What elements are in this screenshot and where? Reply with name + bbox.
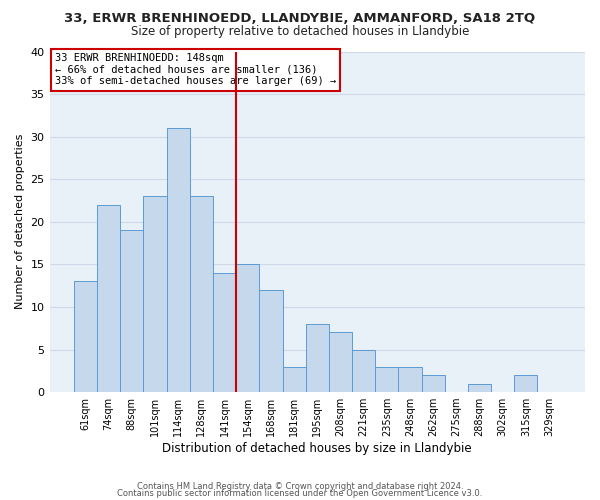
Bar [305,324,329,392]
Bar [398,366,422,392]
Text: Size of property relative to detached houses in Llandybie: Size of property relative to detached ho… [131,25,469,38]
X-axis label: Distribution of detached houses by size in Llandybie: Distribution of detached houses by size … [163,442,472,455]
Bar [74,282,97,392]
Bar [97,205,120,392]
Bar [468,384,491,392]
Bar [514,375,538,392]
Bar [167,128,190,392]
Bar [259,290,283,392]
Bar [143,196,167,392]
Bar [329,332,352,392]
Bar [283,366,305,392]
Bar [422,375,445,392]
Bar [375,366,398,392]
Text: 33, ERWR BRENHINOEDD, LLANDYBIE, AMMANFORD, SA18 2TQ: 33, ERWR BRENHINOEDD, LLANDYBIE, AMMANFO… [64,12,536,26]
Bar [236,264,259,392]
Bar [352,350,375,392]
Text: 33 ERWR BRENHINOEDD: 148sqm
← 66% of detached houses are smaller (136)
33% of se: 33 ERWR BRENHINOEDD: 148sqm ← 66% of det… [55,53,336,86]
Bar [120,230,143,392]
Bar [213,273,236,392]
Text: Contains public sector information licensed under the Open Government Licence v3: Contains public sector information licen… [118,489,482,498]
Bar [190,196,213,392]
Y-axis label: Number of detached properties: Number of detached properties [15,134,25,310]
Text: Contains HM Land Registry data © Crown copyright and database right 2024.: Contains HM Land Registry data © Crown c… [137,482,463,491]
